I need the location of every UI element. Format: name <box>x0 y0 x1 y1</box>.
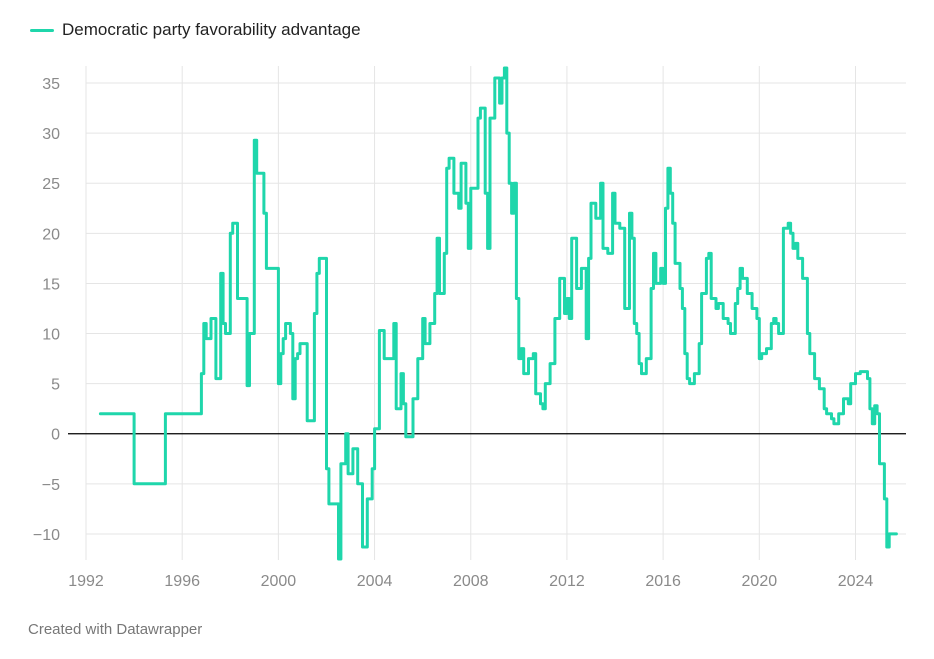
gridlines <box>68 66 906 560</box>
y-tick-label: 25 <box>42 176 60 193</box>
y-tick-label: 30 <box>42 126 60 143</box>
line-chart: −10 −5 0 5 10 15 20 25 30 35 1992 1996 2000 2004 2008 2… <box>33 66 906 590</box>
x-tick-label: 2024 <box>838 573 874 590</box>
axis-labels: −10 −5 0 5 10 15 20 25 30 35 1992 1996 2000 2004 2008 2… <box>33 76 874 590</box>
y-tick-label: 0 <box>51 427 60 444</box>
legend-swatch <box>30 28 54 32</box>
y-tick-label: 35 <box>42 76 60 93</box>
x-tick-label: 2016 <box>645 573 681 590</box>
y-tick-label: −5 <box>42 477 60 494</box>
y-tick-label: 15 <box>42 276 60 293</box>
credit-text: Created with Datawrapper <box>28 621 203 638</box>
series-line <box>98 66 898 561</box>
y-tick-label: 10 <box>42 327 60 344</box>
x-tick-label: 2012 <box>549 573 585 590</box>
x-tick-label: 2004 <box>357 573 393 590</box>
x-tick-label: 2008 <box>453 573 489 590</box>
x-tick-label: 1996 <box>164 573 200 590</box>
x-tick-label: 2000 <box>261 573 297 590</box>
x-tick-label: 1992 <box>68 573 104 590</box>
y-tick-label: −10 <box>33 527 60 544</box>
series <box>98 66 898 561</box>
y-tick-label: 20 <box>42 226 60 243</box>
legend-label: Democratic party favorability advantage <box>62 20 361 39</box>
x-tick-label: 2020 <box>742 573 778 590</box>
y-tick-label: 5 <box>51 377 60 394</box>
legend: Democratic party favorability advantage <box>30 18 361 42</box>
